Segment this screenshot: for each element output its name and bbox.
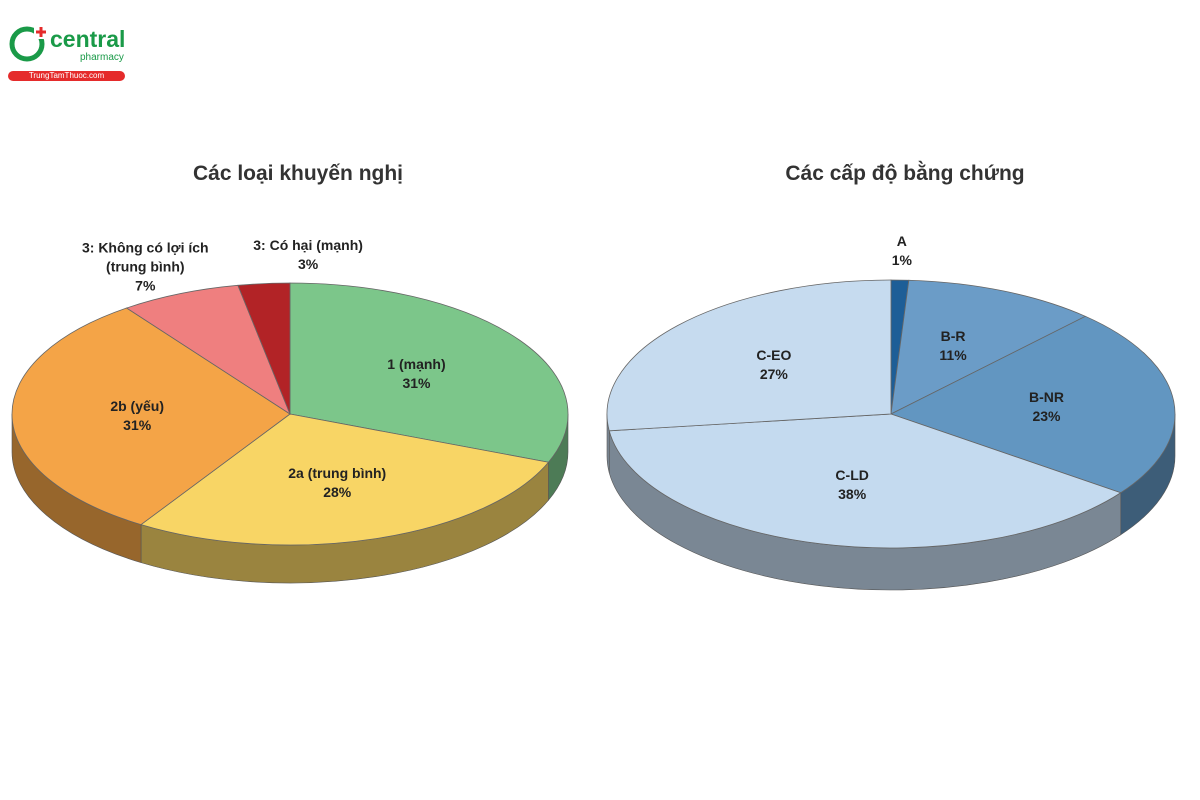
pie-slice bbox=[606, 279, 892, 432]
slice-category: 1 (mạnh) bbox=[387, 355, 446, 372]
pie-slice bbox=[237, 282, 291, 415]
pie-slice bbox=[890, 279, 1087, 415]
slice-category: 3: Có hại (mạnh) bbox=[253, 236, 363, 253]
slice-value: 31% bbox=[123, 417, 152, 434]
slice-category: B-NR bbox=[1029, 389, 1064, 406]
slice-value: 11% bbox=[939, 347, 967, 364]
pie-slice bbox=[125, 284, 291, 416]
chart-title: Các loại khuyến nghị bbox=[192, 162, 404, 185]
pie-slice bbox=[608, 413, 1122, 549]
slice-value: 27% bbox=[759, 366, 788, 383]
slice-label: 2a (trung bình) 28% bbox=[288, 464, 386, 502]
slice-value: 38% bbox=[838, 486, 867, 503]
slice-category: C-LD bbox=[835, 467, 869, 484]
slice-value: 7% bbox=[135, 277, 156, 294]
pie-slice bbox=[140, 413, 550, 546]
slice-value: 31% bbox=[402, 374, 431, 391]
slice-value: 1% bbox=[891, 251, 912, 268]
slice-category: A bbox=[896, 232, 907, 249]
pie-slice bbox=[289, 282, 569, 463]
slice-category: 2a (trung bình) bbox=[288, 464, 387, 481]
slice-label: B-NR 23% bbox=[1029, 388, 1064, 426]
slice-label: 3: Có hại (mạnh) 3% bbox=[253, 236, 363, 274]
chart-title: Các cấp độ bằng chứng bbox=[785, 162, 1025, 185]
slice-category: C-EO bbox=[756, 347, 792, 364]
slice-label: C-EO 27% bbox=[756, 346, 791, 384]
slice-category: 2b (yếu) bbox=[110, 398, 165, 415]
logo-icon bbox=[36, 27, 46, 37]
slice-value: 3% bbox=[297, 255, 319, 272]
pie-slice bbox=[11, 307, 291, 526]
logo-icon bbox=[9, 26, 45, 62]
slice-value: 23% bbox=[1032, 408, 1061, 425]
slice-label: B-R 11% bbox=[939, 327, 966, 365]
logo-name: central bbox=[50, 26, 126, 52]
pie-slice bbox=[889, 315, 1176, 494]
slice-label: A 1% bbox=[892, 232, 912, 270]
slice-category: 3: Không có lợi ích (trung bình) bbox=[81, 239, 209, 275]
slice-label: 3: Không có lợi ích (trung bình) 7% bbox=[70, 239, 220, 296]
logo-sub: pharmacy bbox=[80, 52, 124, 63]
slice-label: 2b (yếu) 31% bbox=[110, 397, 164, 435]
slice-category: B-R bbox=[940, 328, 966, 345]
slice-value: 28% bbox=[323, 483, 352, 500]
slice-label: 1 (mạnh) 31% bbox=[387, 355, 445, 393]
slice-label: C-LD 38% bbox=[835, 466, 868, 504]
logo-site: TrungTamThuoc.com bbox=[8, 71, 125, 81]
